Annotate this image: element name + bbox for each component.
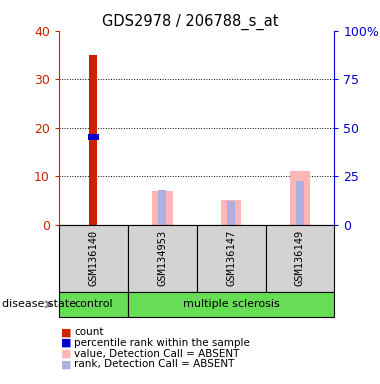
Text: ■: ■ bbox=[61, 349, 71, 359]
Text: multiple sclerosis: multiple sclerosis bbox=[183, 299, 279, 310]
Bar bbox=[296, 181, 304, 225]
Text: value, Detection Call = ABSENT: value, Detection Call = ABSENT bbox=[74, 349, 239, 359]
Text: GSM136149: GSM136149 bbox=[295, 230, 305, 286]
Text: GDS2978 / 206788_s_at: GDS2978 / 206788_s_at bbox=[102, 13, 278, 30]
Bar bbox=[152, 191, 173, 225]
Bar bbox=[158, 190, 166, 225]
Bar bbox=[221, 200, 241, 225]
Bar bbox=[128, 225, 197, 292]
Bar bbox=[290, 171, 310, 225]
Text: rank, Detection Call = ABSENT: rank, Detection Call = ABSENT bbox=[74, 359, 234, 369]
Text: count: count bbox=[74, 327, 104, 337]
Text: ■: ■ bbox=[61, 359, 71, 369]
Bar bbox=[266, 225, 334, 292]
Bar bbox=[227, 201, 235, 225]
Bar bbox=[197, 225, 266, 292]
Text: ■: ■ bbox=[61, 338, 71, 348]
Text: GSM134953: GSM134953 bbox=[157, 230, 167, 286]
Text: percentile rank within the sample: percentile rank within the sample bbox=[74, 338, 250, 348]
Text: GSM136147: GSM136147 bbox=[226, 230, 236, 286]
Text: control: control bbox=[74, 299, 112, 310]
Bar bbox=[89, 55, 97, 225]
Bar bbox=[128, 292, 334, 317]
Text: ■: ■ bbox=[61, 327, 71, 337]
Text: GSM136140: GSM136140 bbox=[88, 230, 98, 286]
Bar bbox=[59, 292, 128, 317]
Text: disease state: disease state bbox=[2, 299, 76, 310]
Bar bbox=[88, 134, 99, 140]
Bar bbox=[59, 225, 128, 292]
